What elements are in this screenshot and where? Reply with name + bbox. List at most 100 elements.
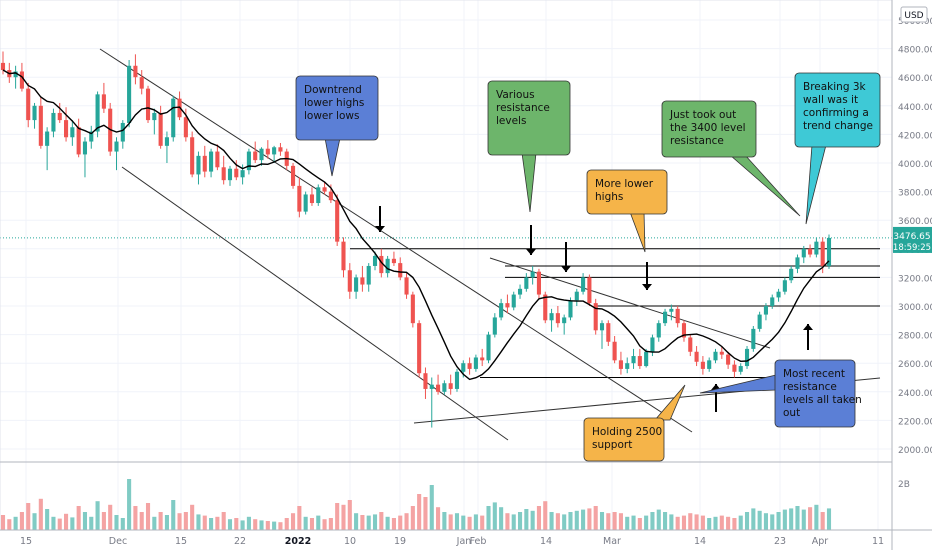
- volume-bar: [700, 515, 705, 530]
- x-tick-label: Mar: [603, 536, 621, 547]
- callout-text: Breaking 3k: [803, 81, 867, 93]
- callout-box: [583, 417, 665, 462]
- volume-bar: [423, 497, 428, 530]
- currency-badge: [900, 6, 928, 23]
- candle-body: [606, 323, 611, 342]
- volume-bar: [196, 514, 201, 530]
- candle-body: [158, 112, 163, 146]
- volume-bar: [76, 506, 81, 530]
- callout-box: [661, 100, 757, 158]
- volume-bar: [70, 517, 75, 530]
- candle-body: [782, 280, 787, 292]
- volume-bar: [158, 512, 163, 530]
- volume-bar: [637, 518, 642, 530]
- candle-body: [448, 383, 453, 389]
- candle-body: [89, 131, 94, 142]
- candle-body: [171, 98, 176, 138]
- candle-body: [461, 363, 466, 372]
- volume-bar: [574, 510, 579, 530]
- candle-body: [618, 360, 623, 369]
- candle-body: [51, 112, 56, 132]
- candle-body: [631, 356, 636, 364]
- volume-bars: [0, 479, 832, 530]
- volume-bar: [436, 507, 441, 530]
- volume-bar: [681, 515, 687, 530]
- x-tick-label: 22: [234, 536, 246, 547]
- volume-bar: [473, 514, 478, 530]
- callout-tail: [629, 211, 646, 253]
- candle-body: [347, 270, 352, 292]
- volume-bar: [139, 512, 144, 530]
- candle-body: [13, 71, 18, 78]
- callout-text: resistance: [783, 381, 837, 393]
- price-tag-countdown: 18:59:25: [893, 243, 931, 253]
- volume-bar: [820, 512, 825, 530]
- volume-bar: [13, 516, 18, 530]
- candle-body: [744, 348, 750, 367]
- price-tag: [893, 226, 932, 253]
- candle-body: [473, 357, 478, 369]
- volume-bar: [669, 514, 674, 530]
- candle-body: [328, 191, 333, 201]
- candle-body: [297, 185, 302, 212]
- volume-bar: [517, 512, 523, 530]
- volume-bar: [726, 516, 731, 530]
- candle-body: [568, 300, 573, 318]
- candle-body: [202, 155, 207, 172]
- volume-bar: [429, 485, 434, 530]
- volume-bar: [171, 500, 176, 530]
- volume-bar: [347, 500, 352, 530]
- volume-bar: [51, 516, 56, 530]
- candle-body: [196, 155, 201, 175]
- volume-bar: [719, 515, 724, 530]
- candle-body: [480, 357, 485, 361]
- volume-bar: [335, 503, 340, 530]
- volume-bar: [511, 514, 516, 530]
- x-tick-label: 15: [175, 536, 187, 547]
- volume-bar: [303, 516, 308, 530]
- candle-body: [240, 170, 245, 178]
- candle-body: [316, 187, 321, 204]
- volume-bar: [253, 519, 258, 530]
- candle-body: [133, 65, 138, 78]
- volume-bar: [89, 516, 94, 530]
- candle-body: [644, 351, 649, 367]
- candle-body: [467, 363, 472, 369]
- candle-body: [656, 323, 661, 338]
- volume-bar: [398, 515, 403, 530]
- candle-body: [379, 255, 384, 274]
- volume-bar: [744, 512, 750, 530]
- volume-bar: [316, 515, 321, 530]
- arrows: [375, 206, 813, 412]
- candle-body: [524, 277, 529, 289]
- candle-body: [139, 77, 144, 89]
- volume-bar: [309, 518, 315, 530]
- volume-bar: [480, 515, 485, 530]
- candle-body: [423, 373, 428, 389]
- x-tick-label: Apr: [812, 536, 829, 547]
- callout-tail: [521, 152, 537, 213]
- price-tag-value: 3476.65: [893, 232, 930, 242]
- candle-body: [700, 361, 705, 369]
- volume-bar: [265, 521, 270, 530]
- grid: [0, 0, 892, 530]
- candle-body: [429, 384, 434, 389]
- candle-body: [190, 137, 195, 175]
- volume-bar: [801, 509, 806, 530]
- candle-body: [543, 294, 548, 321]
- volume-bar: [354, 513, 359, 530]
- volume-bar: [114, 515, 119, 530]
- candle-body: [770, 297, 775, 306]
- candle-body: [688, 337, 693, 352]
- candle-body: [303, 194, 308, 212]
- candle-body: [227, 168, 233, 181]
- volume-bar: [133, 506, 138, 530]
- volume-bar: [707, 518, 712, 530]
- y-tick-label: 2800.00: [898, 332, 932, 342]
- volume-bar: [360, 515, 365, 530]
- currency-label: USD: [904, 11, 923, 21]
- volume-bar: [152, 516, 157, 530]
- y-tick-label: 2600.00: [898, 360, 932, 370]
- candle-body: [64, 120, 69, 138]
- callout-box: [774, 359, 856, 428]
